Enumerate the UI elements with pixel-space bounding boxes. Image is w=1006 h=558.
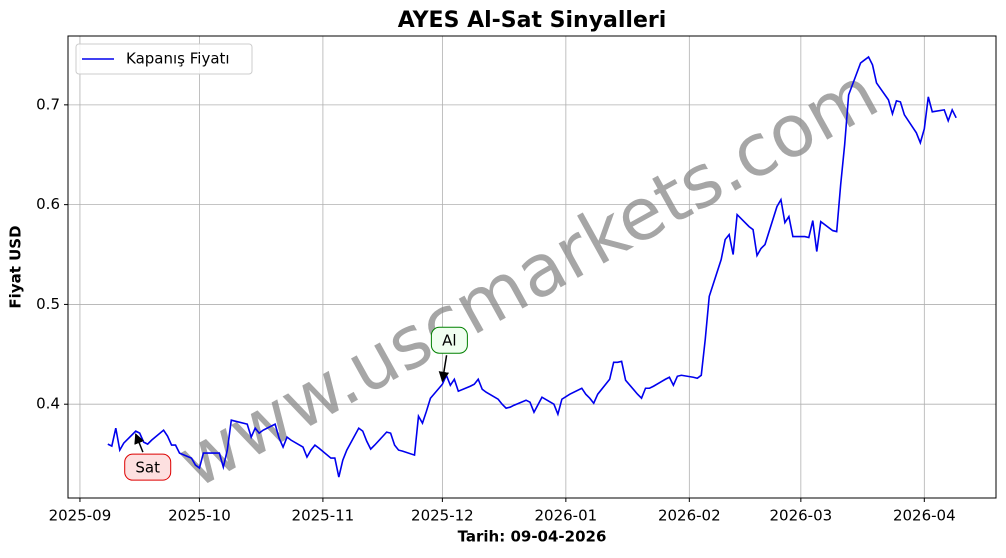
y-axis-label: Fiyat USD xyxy=(7,225,25,308)
y-tick-label: 0.7 xyxy=(36,95,60,113)
annotation-text: Sat xyxy=(135,459,160,477)
x-axis-label: Tarih: 09-04-2026 xyxy=(458,528,607,546)
y-tick-label: 0.6 xyxy=(36,195,60,213)
x-tick-label: 2026-03 xyxy=(769,507,832,525)
x-tick-label: 2025-12 xyxy=(411,507,474,525)
x-tick-label: 2025-10 xyxy=(168,507,231,525)
price-line xyxy=(107,55,957,478)
x-tick-label: 2026-01 xyxy=(535,507,598,525)
legend-label: Kapanış Fiyatı xyxy=(126,50,230,68)
annotation-box xyxy=(124,453,172,481)
annotation-arrow xyxy=(134,433,145,453)
x-tick-label: 2025-09 xyxy=(49,507,112,525)
annotation-box xyxy=(430,326,468,354)
y-tick-label: 0.5 xyxy=(36,295,60,313)
annotation-text: Al xyxy=(442,332,456,350)
plot-frame xyxy=(67,35,997,499)
legend: Kapanış Fiyatı xyxy=(75,43,253,75)
y-tick-label: 0.4 xyxy=(36,395,60,413)
x-tick-label: 2025-11 xyxy=(292,507,355,525)
legend-box xyxy=(75,43,253,75)
annotation-arrow xyxy=(438,355,450,383)
x-tick-label: 2026-02 xyxy=(658,507,721,525)
chart-title: AYES Al-Sat Sinyalleri xyxy=(398,8,667,33)
x-tick-label: 2026-04 xyxy=(893,507,956,525)
